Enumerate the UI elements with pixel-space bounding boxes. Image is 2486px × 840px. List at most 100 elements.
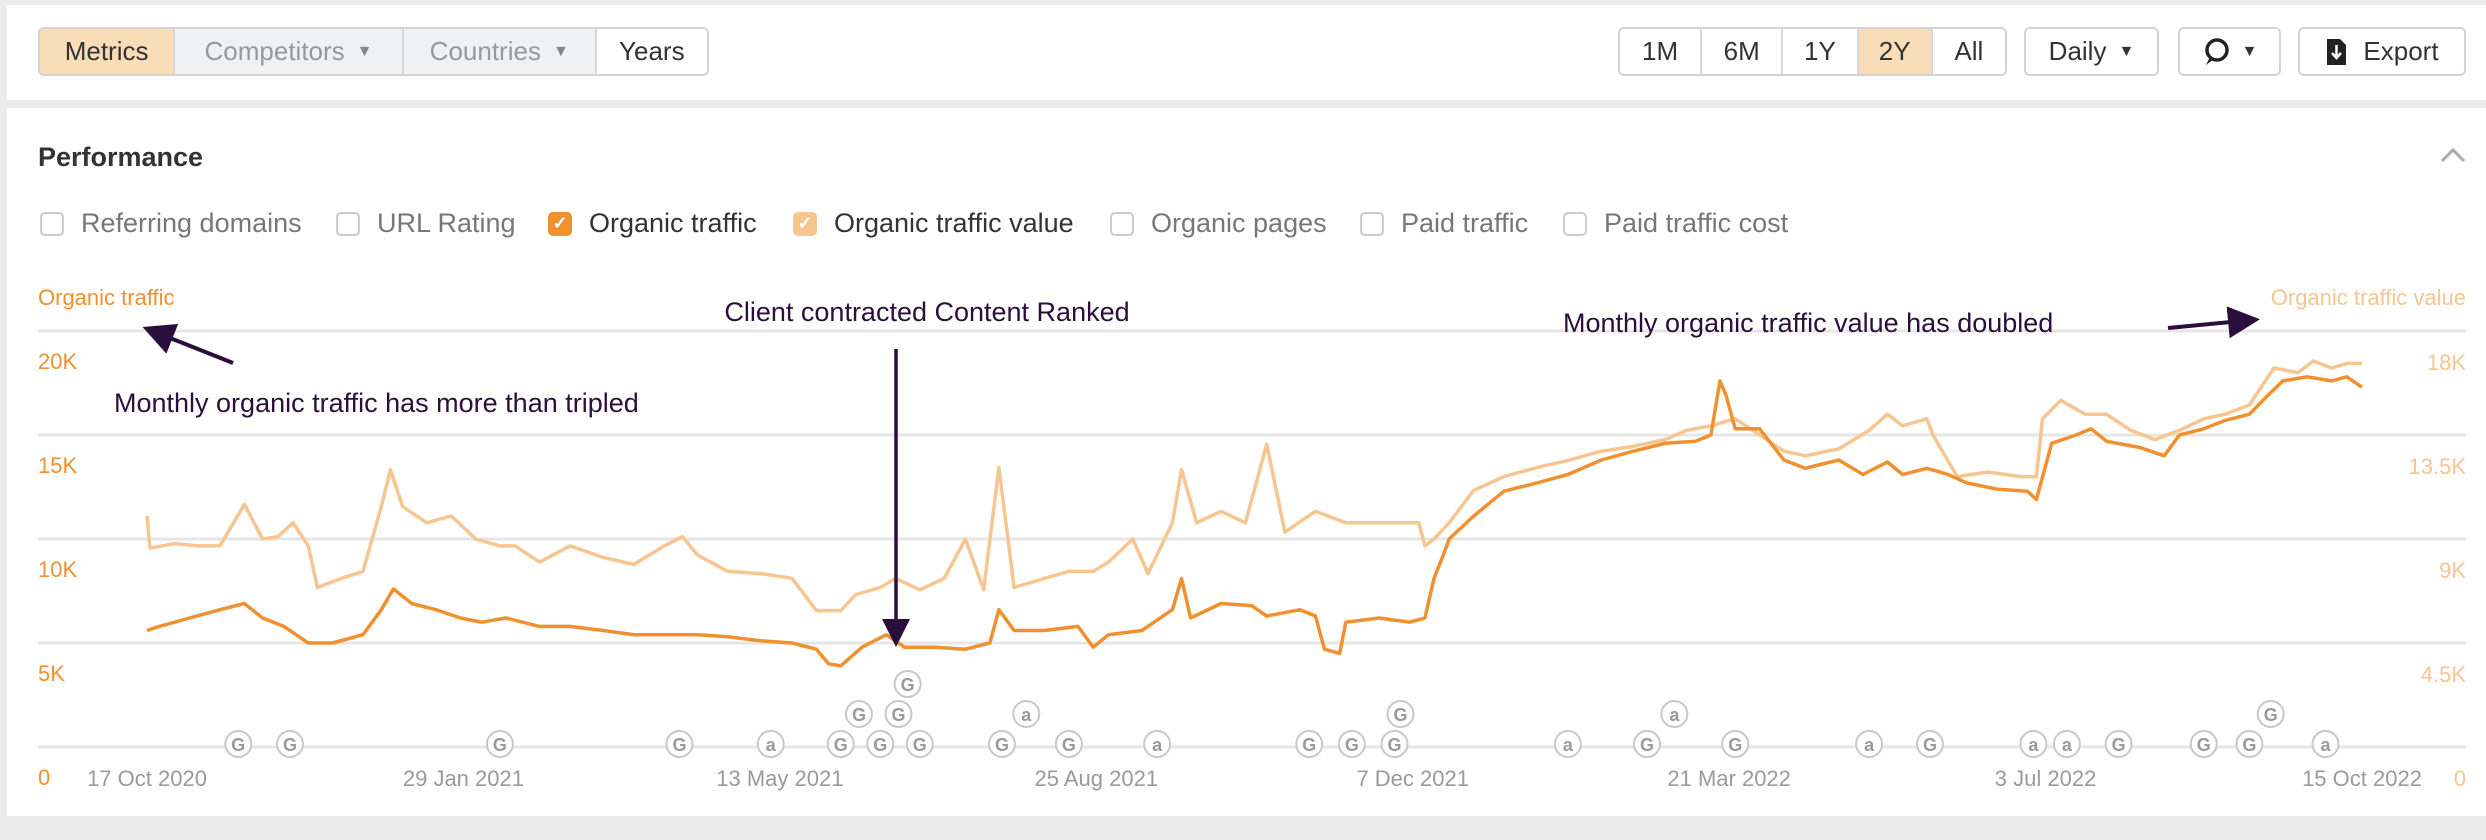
marker-label: a — [766, 735, 777, 755]
metric-checkbox-url-rating[interactable]: URL Rating — [336, 208, 516, 239]
ahrefs-update-marker[interactable] — [1660, 700, 1689, 728]
metric-label: Paid traffic cost — [1604, 208, 1789, 238]
google-update-marker[interactable] — [2256, 700, 2285, 728]
google-update-marker[interactable] — [987, 730, 1016, 758]
google-update-marker[interactable] — [1721, 730, 1750, 758]
tab-years[interactable]: Years — [596, 29, 707, 74]
ahrefs-update-marker[interactable] — [1553, 730, 1582, 758]
google-update-marker[interactable] — [1386, 700, 1415, 728]
ahrefs-update-marker[interactable] — [1012, 700, 1041, 728]
metric-label: Organic traffic — [589, 208, 757, 238]
marker-label: G — [892, 705, 906, 725]
ahrefs-update-marker[interactable] — [2052, 730, 2081, 758]
google-update-marker[interactable] — [844, 700, 873, 728]
performance-panel: Performance Referring domains URL Rating ✓… — [7, 108, 2486, 816]
range-1m[interactable]: 1M — [1620, 29, 1703, 74]
metric-label: Referring domains — [81, 208, 302, 238]
google-update-marker[interactable] — [1380, 730, 1409, 758]
arrow-up-left-icon — [142, 323, 234, 365]
marker-label: a — [2028, 735, 2039, 755]
chevron-up-icon[interactable] — [2440, 138, 2466, 170]
checkbox-checked-icon: ✓ — [793, 211, 817, 236]
marker-label: G — [1394, 705, 1408, 725]
checkbox-icon — [336, 211, 360, 236]
google-update-marker[interactable] — [1337, 730, 1366, 758]
section-title: Performance — [38, 142, 204, 172]
google-update-marker[interactable] — [826, 730, 855, 758]
metric-label: Organic pages — [1151, 208, 1327, 238]
metric-checkbox-organic-traffic-value[interactable]: ✓ Organic traffic value — [793, 208, 1074, 239]
ahrefs-update-marker[interactable] — [2311, 730, 2340, 758]
google-update-marker[interactable] — [2104, 730, 2133, 758]
google-update-marker[interactable] — [884, 700, 913, 728]
marker-label: G — [1302, 735, 1316, 755]
right-tick-label: 9K — [2439, 558, 2466, 583]
range-label: 1Y — [1804, 36, 1836, 66]
google-update-marker[interactable] — [276, 730, 305, 758]
view-tabs: Metrics Competitors ▼ Countries ▼ Years — [38, 27, 709, 76]
checkbox-icon — [1563, 211, 1587, 236]
metric-checkbox-referring-domains[interactable]: Referring domains — [40, 208, 302, 239]
marker-label: G — [2112, 735, 2126, 755]
marker-label: G — [1640, 735, 1654, 755]
series-line-organic-traffic — [146, 375, 2363, 668]
google-update-marker[interactable] — [224, 730, 253, 758]
marker-label: G — [493, 735, 507, 755]
left-tick-label: 5K — [38, 661, 65, 686]
google-update-marker[interactable] — [1915, 730, 1944, 758]
x-tick-label: 25 Aug 2021 — [1034, 766, 1158, 791]
left-tick-label: 15K — [38, 453, 77, 478]
marker-label: a — [1021, 705, 1032, 725]
google-update-marker[interactable] — [485, 730, 514, 758]
google-update-marker[interactable] — [2235, 730, 2264, 758]
marker-label: G — [1062, 735, 1076, 755]
google-update-marker[interactable] — [1295, 730, 1324, 758]
range-2y[interactable]: 2Y — [1858, 29, 1933, 74]
google-update-marker[interactable] — [2189, 730, 2218, 758]
marker-label: a — [1864, 735, 1875, 755]
google-update-marker[interactable] — [893, 670, 922, 698]
marker-label: G — [1728, 735, 1742, 755]
metric-checkbox-paid-traffic-cost[interactable]: Paid traffic cost — [1563, 208, 1788, 239]
ahrefs-update-marker[interactable] — [1143, 730, 1172, 758]
ahrefs-update-marker[interactable] — [2019, 730, 2048, 758]
x-tick-label: 29 Jan 2021 — [403, 766, 524, 791]
metric-label: Paid traffic — [1401, 208, 1529, 238]
competitors-dropdown[interactable]: Competitors ▼ — [175, 29, 404, 74]
x-tick-label: 13 May 2021 — [716, 766, 843, 791]
interval-dropdown[interactable]: Daily ▼ — [2024, 27, 2159, 76]
export-button[interactable]: Export — [2298, 27, 2466, 76]
range-1y[interactable]: 1Y — [1783, 29, 1859, 74]
ahrefs-update-marker[interactable] — [1855, 730, 1884, 758]
google-update-marker[interactable] — [905, 730, 934, 758]
caret-down-icon: ▼ — [2118, 42, 2135, 60]
x-tick-label: 15 Oct 2022 — [2302, 766, 2422, 791]
marker-label: a — [1152, 735, 1163, 755]
toolbar: Metrics Competitors ▼ Countries ▼ Years 1M… — [7, 5, 2486, 100]
range-all[interactable]: All — [1932, 29, 2005, 74]
tab-metrics[interactable]: Metrics — [40, 29, 176, 74]
metric-checkbox-organic-traffic[interactable]: ✓ Organic traffic — [548, 208, 757, 239]
range-6m[interactable]: 6M — [1702, 29, 1784, 74]
metric-checkbox-organic-pages[interactable]: Organic pages — [1110, 208, 1327, 239]
right-tick-label: 0 — [2454, 766, 2466, 791]
ahrefs-update-marker[interactable] — [756, 730, 785, 758]
checkbox-checked-icon: ✓ — [548, 211, 572, 236]
marker-label: G — [2242, 735, 2256, 755]
tab-label: Years — [619, 36, 685, 66]
google-update-marker[interactable] — [1632, 730, 1661, 758]
countries-dropdown[interactable]: Countries ▼ — [403, 29, 597, 74]
right-tick-label: 13.5K — [2409, 454, 2467, 479]
interval-label: Daily — [2048, 36, 2107, 66]
marker-label: G — [2264, 705, 2278, 725]
tab-label: Metrics — [64, 36, 149, 66]
x-tick-label: 17 Oct 2020 — [87, 766, 207, 791]
checkbox-icon — [1110, 211, 1134, 236]
annotations-dropdown[interactable]: ▼ — [2178, 27, 2281, 76]
google-update-marker[interactable] — [1054, 730, 1083, 758]
metric-checkbox-paid-traffic[interactable]: Paid traffic — [1360, 208, 1528, 239]
marker-label: a — [2062, 735, 2073, 755]
google-update-marker[interactable] — [866, 730, 895, 758]
annotation-traffic: Monthly organic traffic has more than tr… — [114, 388, 639, 418]
google-update-marker[interactable] — [665, 730, 694, 758]
